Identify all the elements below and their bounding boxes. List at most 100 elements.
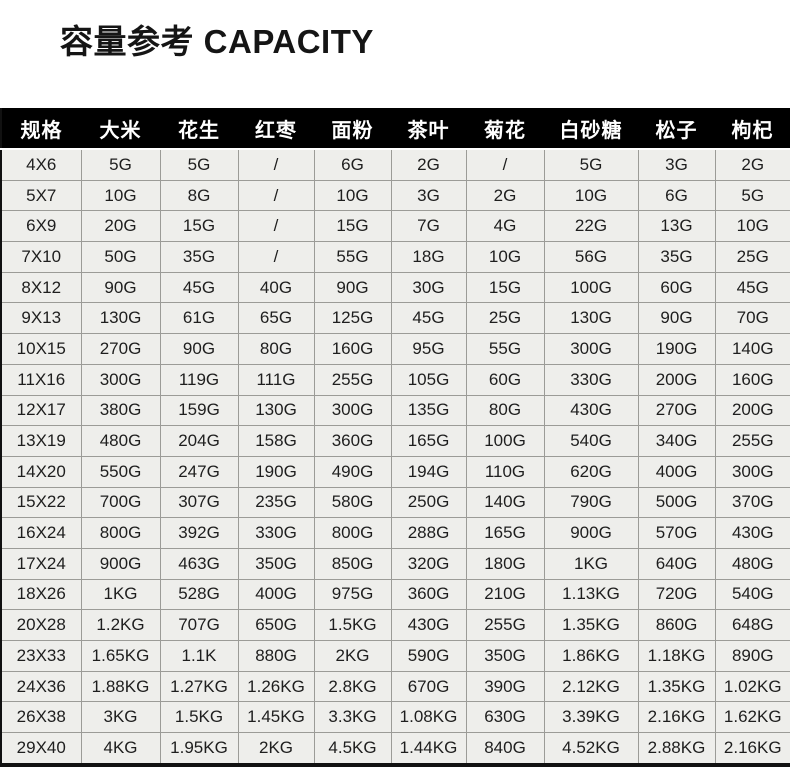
table-row: 16X24 800G 392G 330G 800G 288G 165G 900G 570G 430… [0,517,790,549]
capacity-cell: / [237,148,315,181]
capacity-cell: / [237,210,315,243]
capacity-cell: 270G [637,394,716,427]
spec-cell: 11X16 [0,363,82,396]
capacity-cell: 380G [80,394,161,427]
capacity-cell: 7G [390,210,467,243]
capacity-cell: 3G [390,179,467,212]
spec-cell: 17X24 [0,547,82,580]
capacity-cell: 430G [714,517,790,549]
capacity-table: 规格 大米 花生 红枣 面粉 茶叶 菊花 白砂糖 松子 枸杞 4X6 5G 5G/6G 2G/5G 3G 2… [0,108,790,767]
capacity-cell: 300G [313,394,392,427]
capacity-cell: 1.02KG [714,670,790,703]
capacity-cell: 1.45KG [237,701,315,734]
capacity-cell: 100G [543,271,639,304]
capacity-cell: 1.18KG [637,640,716,672]
capacity-cell: 140G [465,486,545,519]
capacity-cell: 2KG [237,732,315,766]
table-row: 11X16 300G 119G 111G 255G 105G 60G 330G 200G 160G [0,363,790,396]
capacity-cell: 235G [237,486,315,519]
capacity-cell: 247G [159,455,239,488]
capacity-cell: 158G [237,425,315,457]
capacity-cell: 130G [237,394,315,427]
capacity-cell: 1.1K [159,640,239,672]
capacity-cell: 165G [465,517,545,549]
capacity-cell: 2.12KG [543,670,639,703]
capacity-cell: 1.5KG [159,701,239,734]
capacity-cell: 300G [543,333,639,365]
capacity-cell: 105G [390,363,467,396]
capacity-cell: 490G [313,455,392,488]
spec-cell: 4X6 [0,148,82,181]
capacity-cell: 250G [390,486,467,519]
table-row: 14X20 550G 247G 190G 490G 194G 110G 620G 400G 300… [0,455,790,488]
capacity-cell: 340G [637,425,716,457]
capacity-cell: 500G [637,486,716,519]
capacity-cell: 850G [313,547,392,580]
capacity-cell: 15G [465,271,545,304]
capacity-cell: 330G [543,363,639,396]
spec-cell: 23X33 [0,640,82,672]
capacity-cell: 1.35KG [543,609,639,641]
capacity-cell: 119G [159,363,239,396]
capacity-cell: 15G [159,210,239,243]
capacity-cell: 10G [313,179,392,212]
capacity-cell: 4G [465,210,545,243]
capacity-cell: 10G [714,210,790,243]
spec-cell: 8X12 [0,271,82,304]
capacity-cell: 900G [80,547,161,580]
capacity-cell: 10G [543,179,639,212]
capacity-cell: 55G [313,241,392,273]
capacity-cell: 360G [313,425,392,457]
capacity-cell: 392G [159,517,239,549]
capacity-cell: 135G [390,394,467,427]
capacity-cell: 130G [80,302,161,335]
table-body: 4X6 5G 5G/6G 2G/5G 3G 2G 5X7 10G 8G/10G 3G 2G 10G 6G… [0,148,790,766]
capacity-cell: 1KG [543,547,639,580]
capacity-cell: 1.86KG [543,640,639,672]
capacity-cell: 45G [159,271,239,304]
capacity-cell: 10G [80,179,161,212]
capacity-cell: 55G [465,333,545,365]
capacity-cell: 5G [80,148,161,181]
spec-cell: 10X15 [0,333,82,365]
capacity-cell: 1.65KG [80,640,161,672]
table-header: 规格 大米 花生 红枣 面粉 茶叶 菊花 白砂糖 松子 枸杞 [1,108,790,150]
capacity-cell: 570G [637,517,716,549]
capacity-cell: 370G [714,486,790,519]
capacity-cell: 2.16KG [637,701,716,734]
capacity-cell: 648G [714,609,790,641]
capacity-cell: 1.5KG [313,609,392,641]
spec-cell: 12X17 [0,394,82,427]
capacity-cell: 40G [237,271,315,304]
spec-cell: 20X28 [0,609,82,641]
capacity-cell: 45G [390,302,467,335]
capacity-cell: 400G [237,578,315,611]
capacity-cell: 2G [714,148,790,181]
capacity-cell: 550G [80,455,161,488]
capacity-cell: 880G [237,640,315,672]
capacity-cell: 840G [465,732,545,766]
capacity-cell: 3.39KG [543,701,639,734]
table-row: 15X22 700G 307G 235G 580G 250G 140G 790G 500G 370… [0,486,790,519]
capacity-cell: 80G [465,394,545,427]
capacity-cell: 400G [637,455,716,488]
capacity-cell: 330G [237,517,315,549]
capacity-cell: 190G [237,455,315,488]
table-row: 26X38 3KG 1.5KG 1.45KG 3.3KG 1.08KG 630G 3.39KG… [0,701,790,734]
spec-cell: 18X26 [0,578,82,611]
capacity-cell: 300G [80,363,161,396]
capacity-cell: 670G [390,670,467,703]
capacity-cell: 890G [714,640,790,672]
capacity-cell: 1.13KG [543,578,639,611]
capacity-cell: / [237,241,315,273]
spec-cell: 6X9 [0,210,82,243]
spec-cell: 26X38 [0,701,82,734]
table-row: 9X13 130G 61G 65G 125G 45G 25G 130G 90G 70G [0,302,790,335]
capacity-cell: 140G [714,333,790,365]
table-row: 23X33 1.65KG 1.1K 880G 2KG 590G 350G 1.86KG 1.18… [0,640,790,672]
capacity-cell: 6G [637,179,716,212]
spec-cell: 29X40 [0,732,82,766]
page-title: 容量参考 CAPACITY [60,23,374,60]
capacity-cell: 45G [714,271,790,304]
capacity-cell: 1.95KG [159,732,239,766]
